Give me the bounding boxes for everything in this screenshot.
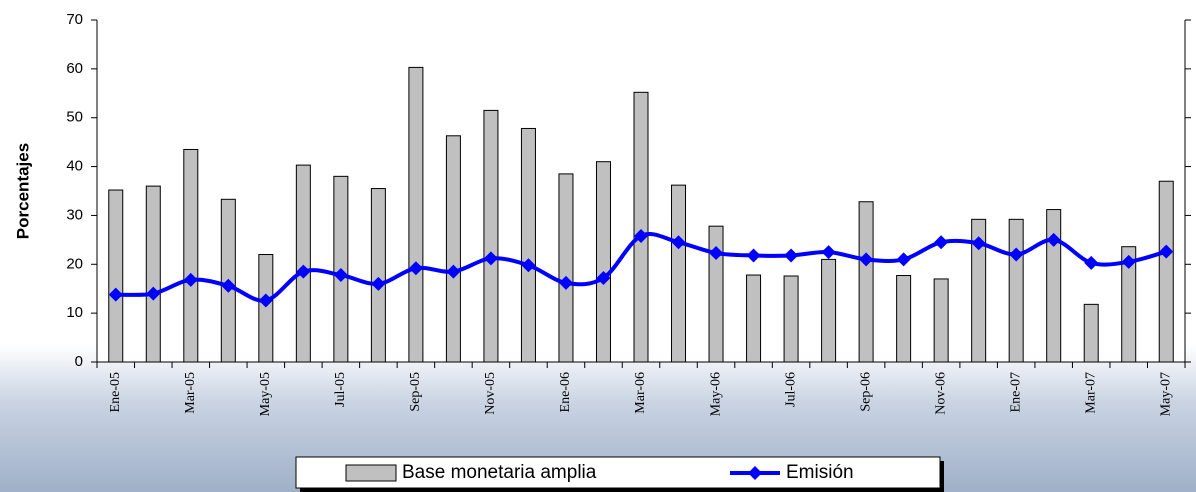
x-tick-label: Sep-06 <box>858 372 873 412</box>
marker <box>1046 232 1061 247</box>
bar <box>858 201 874 363</box>
x-tick-label: Mar-07 <box>1083 372 1098 414</box>
bar <box>183 148 199 363</box>
bar <box>821 258 837 363</box>
x-tick-label: Nov-05 <box>483 372 498 415</box>
x-tick-label: May-07 <box>1158 372 1173 416</box>
bar <box>370 188 386 363</box>
y-tick-label: 70 <box>66 11 83 28</box>
y-tick-label: 50 <box>66 109 83 126</box>
bar <box>1158 180 1174 363</box>
bar <box>483 109 499 363</box>
marker <box>896 252 911 267</box>
bar <box>145 185 161 363</box>
bar <box>108 189 124 363</box>
marker <box>634 228 648 243</box>
legend-label: Emisión <box>786 462 854 483</box>
marker <box>1084 255 1099 270</box>
marker <box>1159 244 1174 259</box>
bar <box>258 254 274 363</box>
y-tick-label: 10 <box>66 304 83 321</box>
marker <box>371 276 386 291</box>
legend: Base monetaria amplia Emisión <box>295 456 944 492</box>
x-tick-label: May-06 <box>708 372 723 416</box>
legend-marker <box>748 466 762 480</box>
marker <box>709 246 724 261</box>
marker <box>296 264 311 279</box>
marker <box>859 252 874 267</box>
marker <box>971 236 986 251</box>
x-tick-label: Nov-06 <box>933 372 948 415</box>
bar <box>783 275 799 363</box>
marker <box>446 264 461 279</box>
x-tick-label: Sep-05 <box>408 372 423 412</box>
x-tick-label: Ene-05 <box>108 372 123 412</box>
y-tick-label: 60 <box>66 60 83 77</box>
marker <box>784 248 799 263</box>
bar <box>295 164 311 363</box>
marker <box>671 235 686 250</box>
marker <box>746 248 761 263</box>
bar <box>595 161 611 363</box>
bar <box>1046 209 1062 363</box>
bar <box>746 274 762 363</box>
x-tick-label: Ene-07 <box>1008 372 1023 412</box>
marker <box>521 258 536 273</box>
marker <box>483 251 498 266</box>
y-tick-label: 30 <box>66 206 83 223</box>
x-tick-label: Ene-06 <box>558 372 573 412</box>
marker <box>221 278 236 293</box>
marker <box>108 287 123 302</box>
x-tick-label: Mar-06 <box>633 372 648 414</box>
bar <box>633 91 649 363</box>
marker <box>408 261 423 276</box>
bar <box>671 184 687 363</box>
marker <box>146 286 161 301</box>
x-tick-label: Jul-05 <box>333 372 348 407</box>
bar <box>408 66 424 363</box>
x-tick-label: May-05 <box>258 372 273 416</box>
marker <box>934 235 949 250</box>
y-tick-label: 0 <box>75 353 83 370</box>
marker <box>258 293 273 308</box>
y-tick-label: 40 <box>66 158 83 175</box>
marker <box>1121 254 1136 269</box>
marker <box>1009 247 1024 262</box>
bar <box>520 127 536 363</box>
marker <box>596 270 611 285</box>
y-tick-label: 20 <box>66 255 83 272</box>
marker <box>183 272 198 287</box>
marker <box>558 275 573 290</box>
bar <box>896 275 912 363</box>
legend-box <box>295 456 941 489</box>
x-tick-label: Jul-06 <box>783 372 798 407</box>
y-axis-label: Porcentajes <box>13 143 32 239</box>
bar <box>558 173 574 363</box>
bar <box>933 278 949 363</box>
bar <box>1083 303 1099 363</box>
bar <box>445 135 461 363</box>
x-tick-label: Mar-05 <box>183 372 198 414</box>
marker <box>821 245 836 260</box>
legend-swatch <box>345 464 397 482</box>
bar <box>1008 218 1024 363</box>
legend-label: Base monetaria amplia <box>402 462 597 483</box>
marker <box>333 268 348 283</box>
